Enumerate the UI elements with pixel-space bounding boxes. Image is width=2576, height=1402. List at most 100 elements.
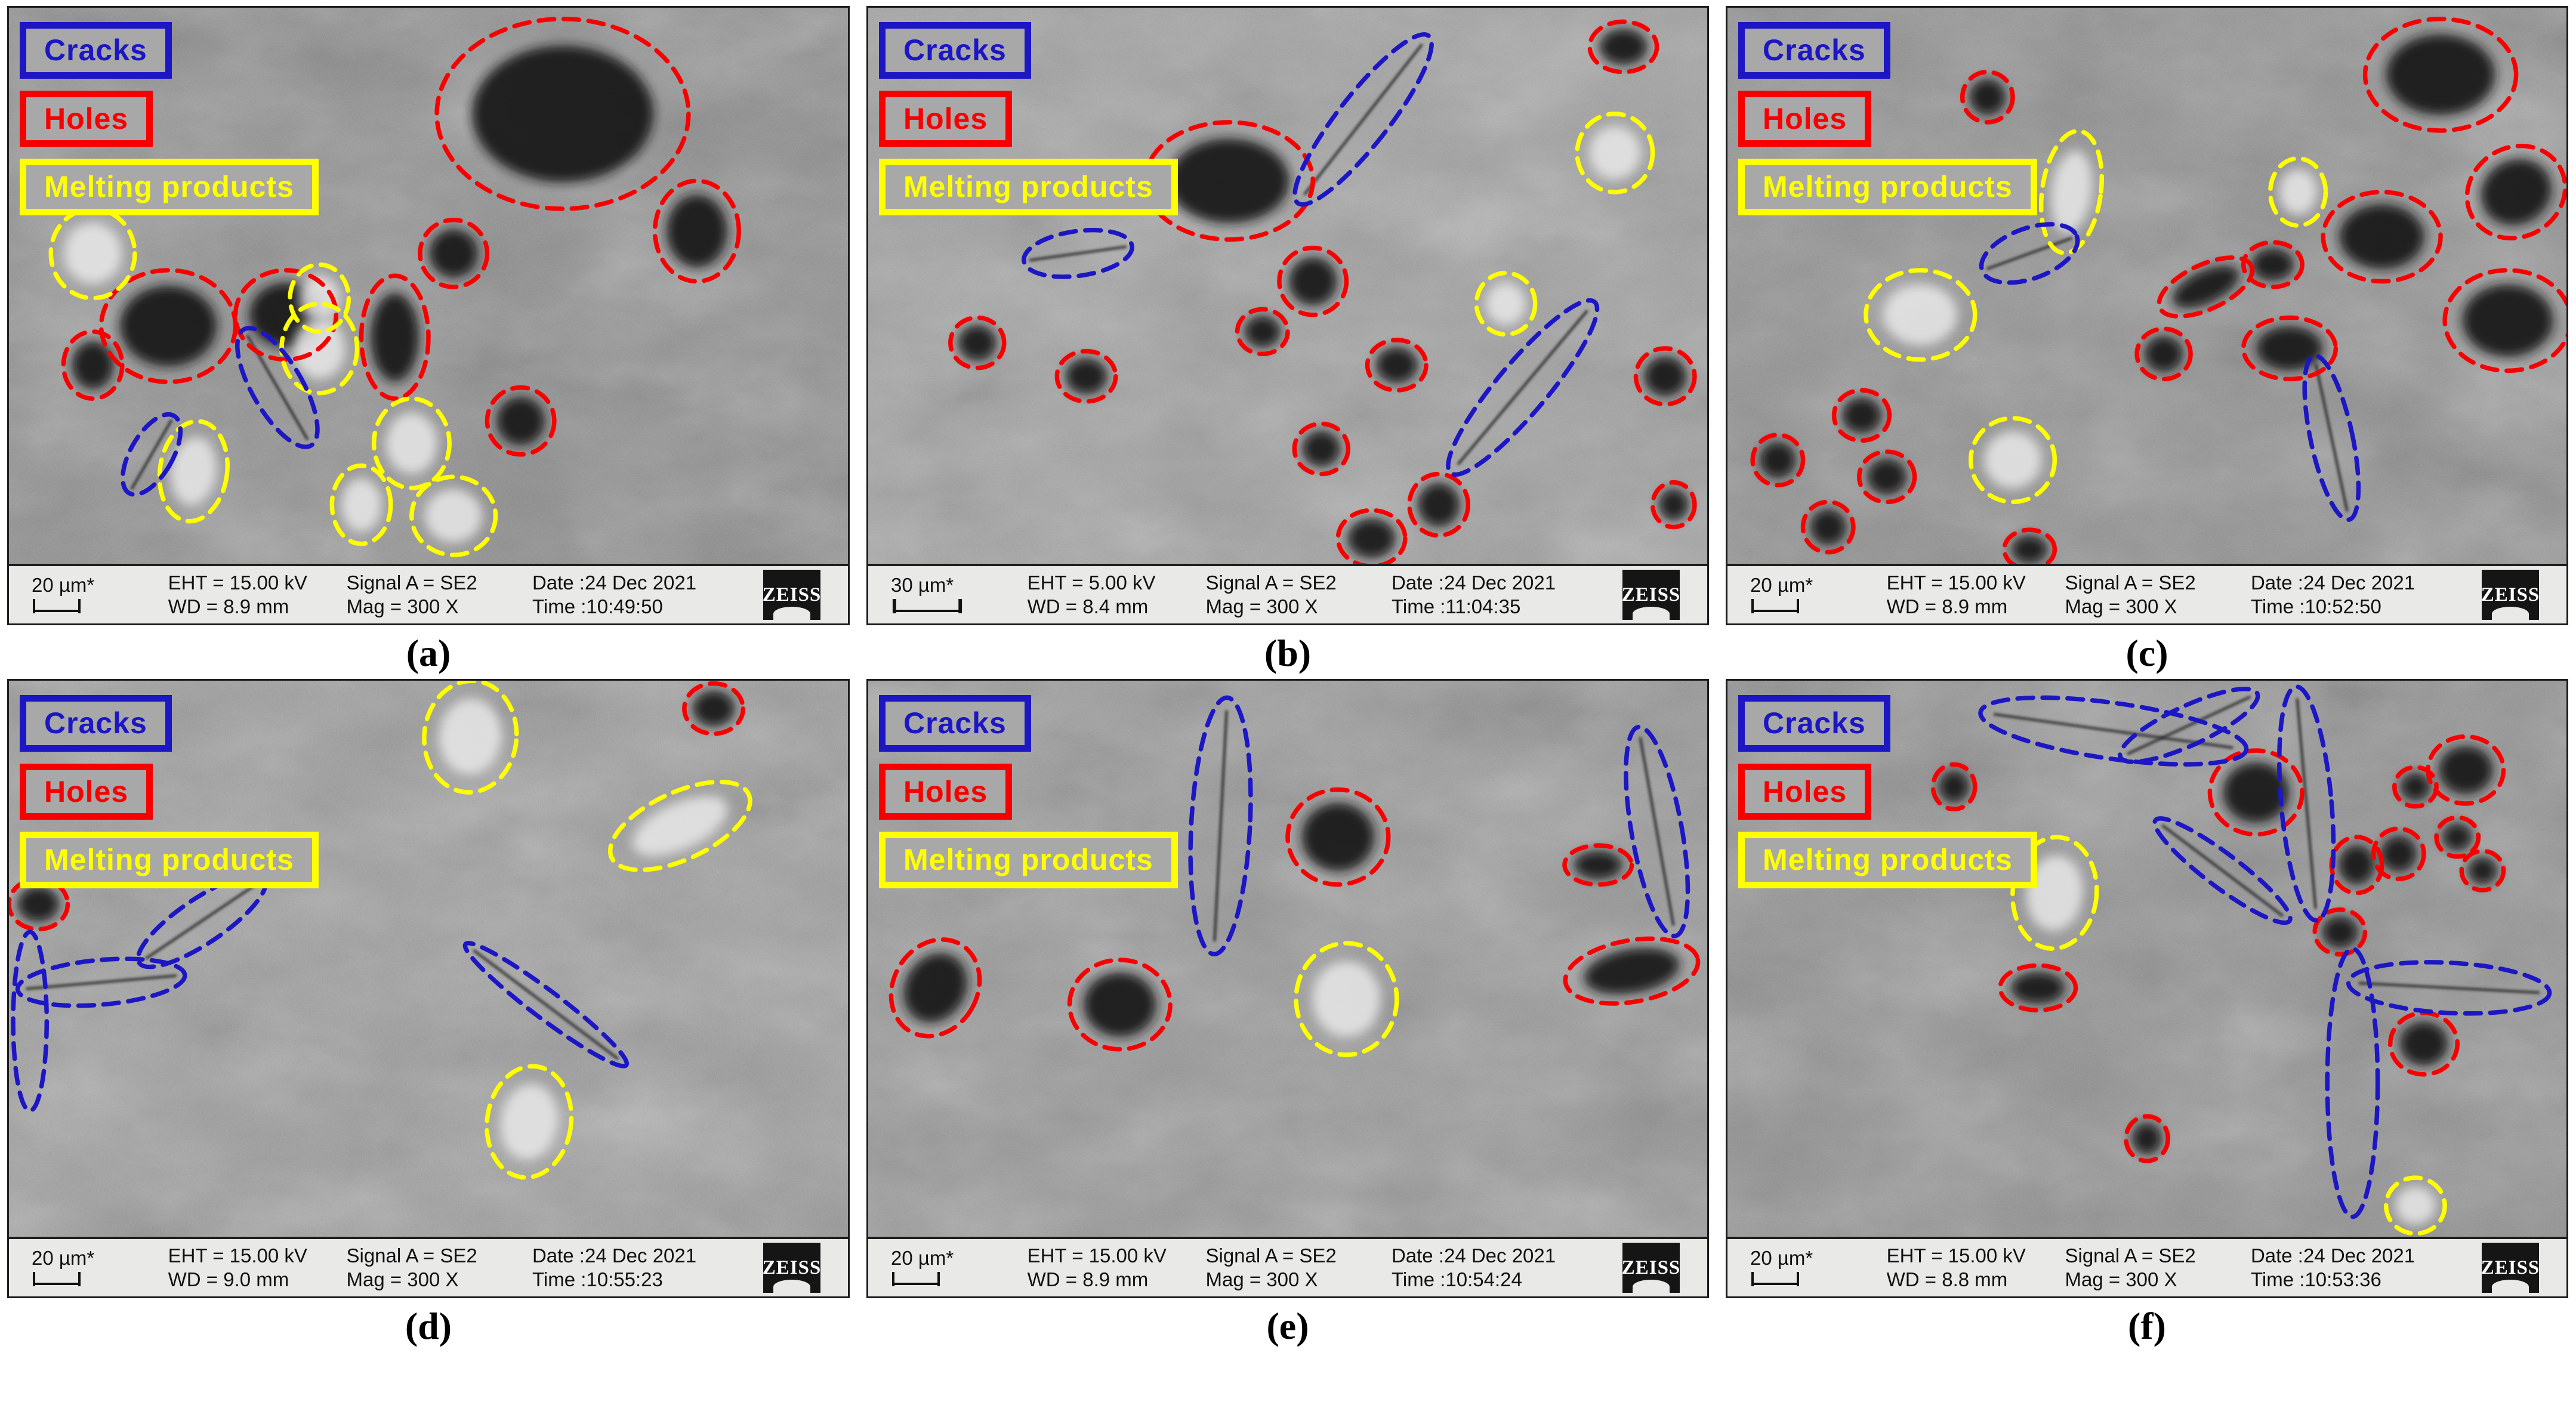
sem-panel: Cracks Holes Melting products 20 µm* xyxy=(7,679,850,1298)
date-value: Date :24 Dec 2021 xyxy=(1391,572,1556,594)
scale-bar-icon xyxy=(892,1272,940,1286)
legend-cracks: Cracks xyxy=(20,22,172,79)
annotation-melt-ellipse xyxy=(1969,416,2057,505)
legend-cracks: Cracks xyxy=(20,695,172,752)
annotation-hole-ellipse xyxy=(2241,240,2304,289)
infobar-signal-column: Signal A = SE2 Mag = 300 X xyxy=(1205,571,1391,619)
time-value: Time :10:52:50 xyxy=(2250,595,2381,617)
mag-value: Mag = 300 X xyxy=(346,1268,459,1290)
annotation-melt-ellipse xyxy=(329,463,393,546)
legend-melting-label: Melting products xyxy=(1763,843,2013,876)
infobar-beam-column: EHT = 15.00 kV WD = 8.8 mm xyxy=(1887,1244,2065,1292)
scale-bar: 20 µm* xyxy=(9,1247,168,1288)
zeiss-logo: ZEISS xyxy=(2482,570,2539,620)
legend-holes: Holes xyxy=(20,90,153,147)
annotation-hole-ellipse xyxy=(1800,499,1856,555)
annotation-crack-ellipse xyxy=(2325,946,2380,1219)
annotation-hole-ellipse xyxy=(889,937,982,1039)
eht-value: EHT = 15.00 kV xyxy=(1027,1244,1167,1267)
instrument-infobar: 20 µm* EHT = 15.00 kV WD = 8.9 mm Signal… xyxy=(9,564,848,623)
legend-holes-label: Holes xyxy=(903,101,988,135)
annotation-melt-ellipse xyxy=(485,1064,574,1180)
annotation-hole-ellipse xyxy=(98,268,238,384)
date-value: Date :24 Dec 2021 xyxy=(1391,1244,1556,1267)
legend-cracks-label: Cracks xyxy=(44,706,147,740)
annotation-crack-ellipse xyxy=(1624,724,1690,938)
legend-cracks-label: Cracks xyxy=(903,706,1007,740)
zeiss-logo-notch xyxy=(1633,1280,1670,1293)
annotation-crack-ellipse xyxy=(15,956,187,1008)
annotation-hole-ellipse xyxy=(485,385,557,457)
scale-label: 20 µm* xyxy=(1750,1247,1813,1269)
legend-cracks: Cracks xyxy=(1738,695,1890,752)
annotation-hole-ellipse xyxy=(1292,421,1350,477)
zeiss-logo-text: ZEISS xyxy=(763,1256,820,1279)
date-value: Date :24 Dec 2021 xyxy=(2250,572,2415,594)
annotation-hole-ellipse xyxy=(2434,815,2481,859)
annotation-melt-ellipse xyxy=(1294,941,1399,1057)
legend-cracks-label: Cracks xyxy=(1763,33,1866,67)
legend-holes-label: Holes xyxy=(1763,101,1847,135)
annotation-hole-ellipse xyxy=(2312,907,2368,957)
annotation-crack-ellipse xyxy=(462,941,630,1069)
sem-figure: Cracks Holes Melting products 20 µm* xyxy=(866,679,1709,1347)
annotation-melt-ellipse xyxy=(1474,270,1538,337)
annotation-hole-ellipse xyxy=(2321,190,2443,284)
zeiss-logo-notch xyxy=(2492,607,2529,620)
zeiss-logo: ZEISS xyxy=(763,1243,820,1293)
annotation-hole-ellipse xyxy=(2459,848,2506,893)
legend-holes: Holes xyxy=(1738,90,1872,147)
zeiss-logo: ZEISS xyxy=(2482,1243,2539,1293)
panel-label: (c) xyxy=(2125,632,2168,674)
annotation-melt-ellipse xyxy=(1864,268,1977,362)
infobar-signal-column: Signal A = SE2 Mag = 300 X xyxy=(2065,1244,2250,1292)
sem-figure: Cracks Holes Melting products 20 µm* xyxy=(1726,6,2568,674)
annotation-hole-ellipse xyxy=(1998,963,2078,1012)
infobar-datetime-column: Date :24 Dec 2021 Time :10:53:36 xyxy=(2251,1244,2482,1292)
infobar-beam-column: EHT = 15.00 kV WD = 8.9 mm xyxy=(168,571,347,619)
wd-value: WD = 8.9 mm xyxy=(1027,1268,1149,1290)
legend-holes: Holes xyxy=(20,763,153,820)
annotation-crack-ellipse xyxy=(120,412,183,497)
annotation-legend: Cracks Holes Melting products xyxy=(1738,695,2037,900)
annotation-melt-ellipse xyxy=(1575,112,1655,194)
legend-holes: Holes xyxy=(879,763,1013,820)
legend-melting-products: Melting products xyxy=(20,159,319,215)
infobar-datetime-column: Date :24 Dec 2021 Time :10:49:50 xyxy=(532,571,763,619)
date-value: Date :24 Dec 2021 xyxy=(532,572,697,594)
legend-melting-label: Melting products xyxy=(1763,170,2013,203)
annotation-hole-ellipse xyxy=(1285,787,1391,887)
annotation-hole-ellipse xyxy=(1633,346,1697,407)
annotation-hole-ellipse xyxy=(1650,480,1697,530)
signal-value: Signal A = SE2 xyxy=(346,1244,477,1267)
legend-cracks: Cracks xyxy=(1738,22,1890,79)
annotation-crack-ellipse xyxy=(2152,816,2293,925)
time-value: Time :10:54:24 xyxy=(1391,1268,1522,1290)
annotation-legend: Cracks Holes Melting products xyxy=(20,22,319,227)
legend-melting-products: Melting products xyxy=(1738,832,2037,888)
annotation-crack-ellipse xyxy=(1022,227,1134,279)
annotation-legend: Cracks Holes Melting products xyxy=(879,695,1178,900)
legend-cracks-label: Cracks xyxy=(903,33,1007,67)
panel-label: (b) xyxy=(1264,632,1312,674)
zeiss-logo-text: ZEISS xyxy=(2482,1256,2539,1279)
instrument-infobar: 20 µm* EHT = 15.00 kV WD = 8.9 mm Signal… xyxy=(1727,564,2566,623)
annotation-hole-ellipse xyxy=(948,315,1007,370)
annotation-hole-ellipse xyxy=(1067,958,1173,1052)
infobar-datetime-column: Date :24 Dec 2021 Time :10:55:23 xyxy=(532,1244,763,1292)
annotation-melt-ellipse xyxy=(371,396,452,490)
annotation-melt-ellipse xyxy=(422,681,519,795)
legend-holes-label: Holes xyxy=(903,774,988,808)
legend-holes: Holes xyxy=(879,90,1013,147)
scale-bar: 20 µm* xyxy=(1727,1247,1887,1288)
panel-label: (a) xyxy=(406,632,451,674)
legend-melting-label: Melting products xyxy=(903,843,1153,876)
annotation-hole-ellipse xyxy=(1335,508,1408,566)
scale-bar: 20 µm* xyxy=(9,575,168,615)
annotation-melt-ellipse xyxy=(409,474,498,558)
annotation-hole-ellipse xyxy=(2442,268,2566,373)
scale-bar-icon xyxy=(33,1272,81,1286)
annotation-hole-ellipse xyxy=(2362,16,2519,133)
annotation-hole-ellipse xyxy=(1235,307,1290,357)
annotation-melt-ellipse xyxy=(607,779,752,872)
